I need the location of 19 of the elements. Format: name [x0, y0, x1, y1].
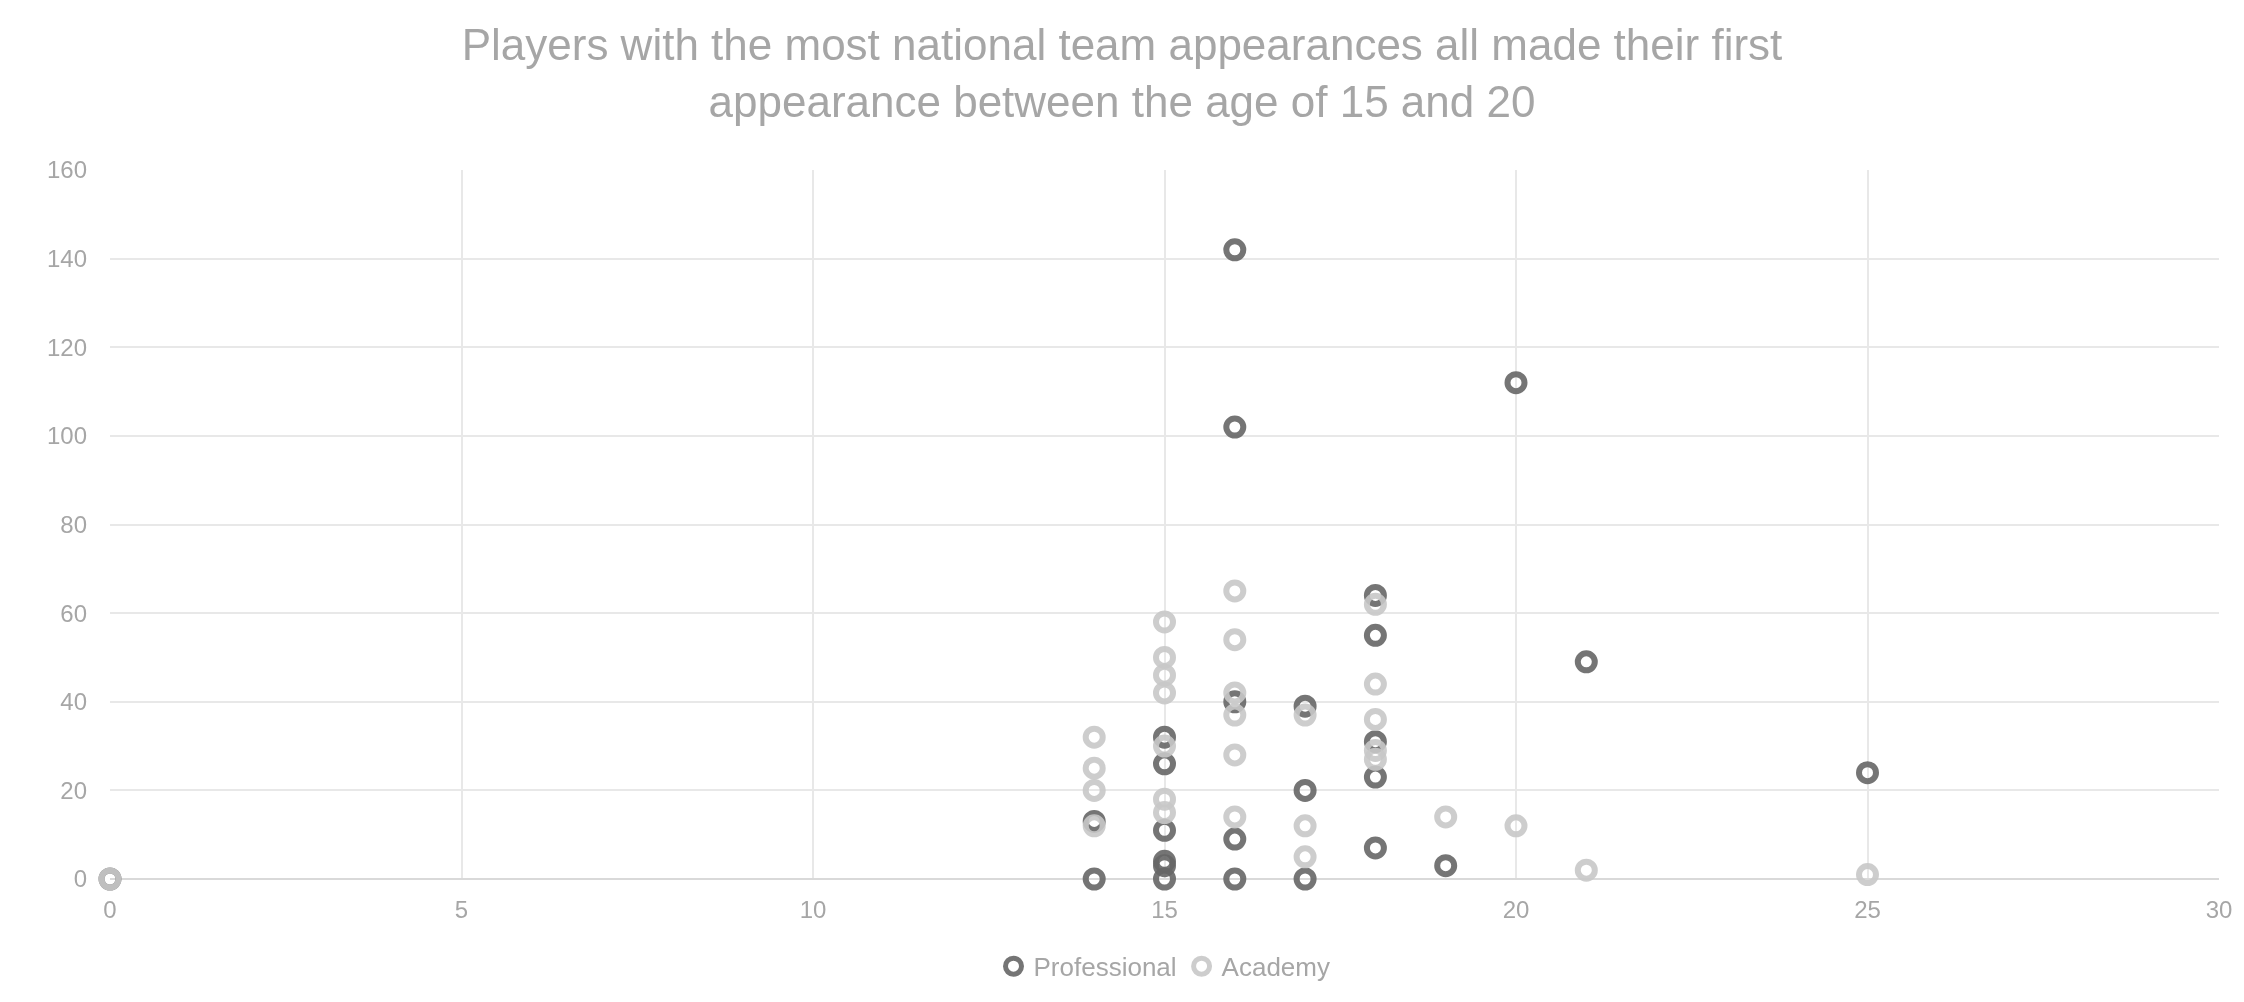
legend-label: Professional	[1033, 952, 1177, 983]
x-tick-label: 5	[454, 896, 469, 923]
y-tick-label: 80	[60, 510, 87, 538]
y-tick-label: 120	[46, 333, 87, 361]
x-tick-label: 10	[799, 896, 827, 923]
x-tick-label: 15	[1151, 896, 1178, 923]
y-tick-label: 60	[60, 599, 87, 627]
y-tick-label: 140	[46, 245, 87, 273]
chart-title: Players with the most national team appearances all made their first appearance between the age of 15 and 20	[461, 20, 1783, 127]
y-tick-label: 100	[46, 422, 87, 450]
x-tick-label: 0	[103, 896, 117, 923]
x-tick-label: 20	[1502, 896, 1530, 923]
y-tick-label: 20	[60, 776, 87, 804]
y-tick-label: 40	[60, 688, 87, 716]
x-tick-label: 25	[1854, 896, 1881, 923]
x-tick-label: 30	[2205, 896, 2233, 923]
legend-label: Academy	[1221, 952, 1330, 983]
y-tick-label: 0	[73, 865, 87, 893]
y-tick-label: 160	[46, 156, 87, 184]
